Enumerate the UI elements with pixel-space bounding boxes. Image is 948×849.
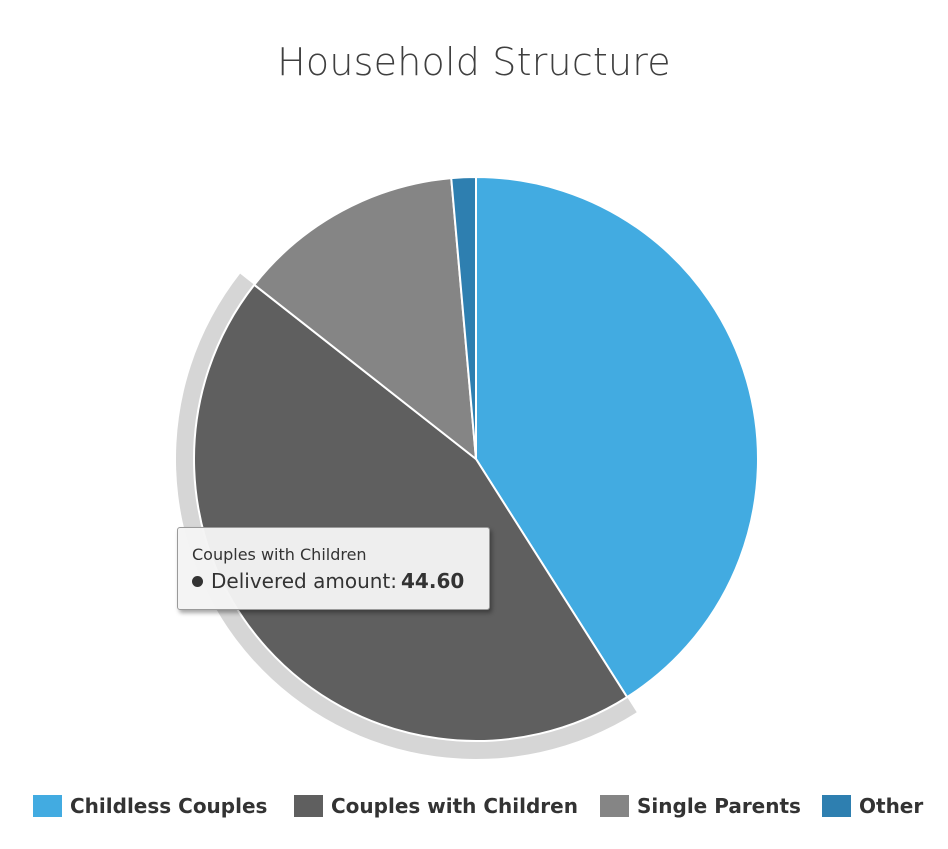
chart-title: Household Structure [277,40,671,84]
pie-slice-other[interactable] [450,176,477,460]
legend-label: Childless Couples [70,794,268,818]
tooltip: Couples with Children Delivered amount: 4… [177,527,490,610]
pie-slice-single-parents[interactable] [253,177,477,460]
tooltip-bullet-icon [192,576,203,587]
pie-slice-couples-with-children[interactable] [193,283,629,742]
tooltip-series-name: Delivered amount: [211,569,398,593]
legend-item-other[interactable]: Other [822,789,923,823]
tooltip-value: 44.60 [401,569,465,593]
legend-item-single-parents[interactable]: Single Parents [600,789,801,823]
legend-label: Other [859,794,924,818]
legend-swatch [822,795,851,817]
pie-slice-childless-couples[interactable] [475,176,759,699]
legend-label: Couples with Children [331,794,578,818]
legend-item-couples-with-children[interactable]: Couples with Children [294,789,578,823]
legend-item-childless-couples[interactable]: Childless Couples [33,789,267,823]
tooltip-category: Couples with Children [192,545,367,564]
legend-label: Single Parents [637,794,801,818]
legend: Childless Couples Couples with Children … [0,789,948,823]
legend-swatch [294,795,323,817]
legend-swatch [33,795,62,817]
tooltip-row: Delivered amount: 44.60 [192,568,489,594]
legend-swatch [600,795,629,817]
